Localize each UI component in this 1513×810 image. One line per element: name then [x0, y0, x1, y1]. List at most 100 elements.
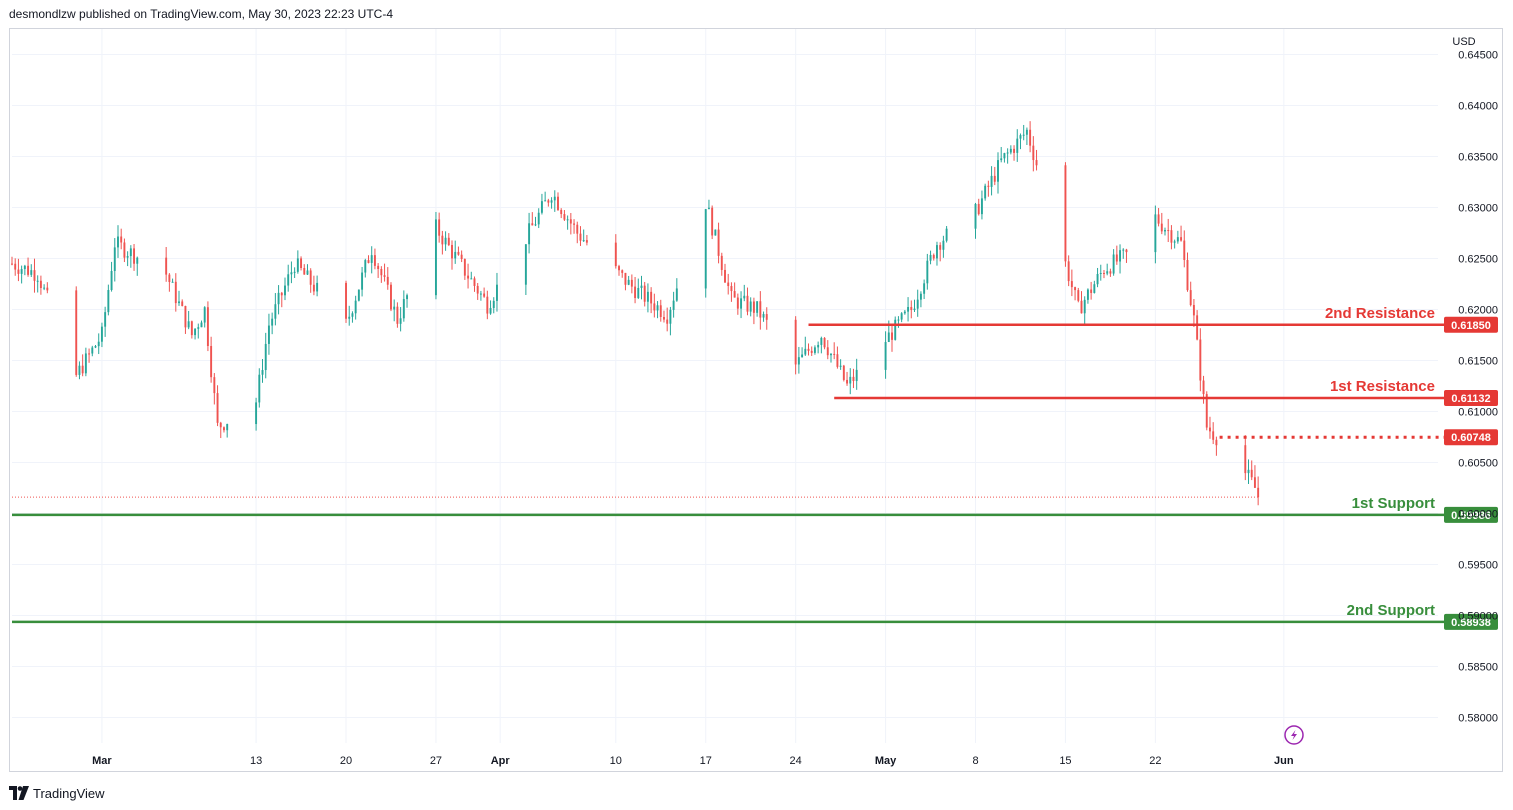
candle-down: [1189, 290, 1192, 306]
candle-up: [1173, 241, 1176, 243]
candle-down: [383, 275, 386, 277]
candle-down: [746, 295, 749, 312]
candle-down: [460, 254, 463, 260]
candle-down: [123, 242, 126, 258]
candle-down: [730, 286, 733, 292]
candle-down: [1253, 477, 1256, 488]
candle-down: [717, 229, 720, 256]
candle-down: [75, 290, 78, 375]
candle-down: [736, 297, 739, 309]
candle-up: [672, 300, 675, 310]
candle-up: [839, 365, 842, 367]
candle-up: [820, 337, 823, 345]
candle-down: [836, 354, 839, 367]
candle-up: [762, 314, 765, 318]
candle-up: [454, 251, 457, 259]
chart-pane[interactable]: 2nd Resistance 0.61850 1st Resistance 0.611…: [9, 28, 1503, 772]
candle-down: [390, 284, 392, 310]
level-price-tag-text: 0.61850: [1451, 320, 1491, 332]
candle-down: [630, 279, 633, 287]
candle-down: [1115, 254, 1118, 262]
candle-up: [524, 244, 527, 285]
candle-down: [1212, 431, 1215, 440]
candle-up: [907, 306, 910, 312]
candle-up: [1106, 271, 1109, 274]
candle-up: [361, 272, 364, 290]
candle-down: [1167, 230, 1170, 232]
candle-up: [100, 326, 103, 342]
candle-up: [351, 313, 354, 317]
flash-icon[interactable]: [1284, 725, 1304, 745]
candle-down: [17, 269, 20, 274]
candle-up: [1093, 284, 1096, 293]
level-price-tag: [1444, 316, 1498, 333]
candle-down: [120, 236, 123, 243]
candle-up: [714, 229, 717, 236]
footer-brand: TradingView: [33, 785, 105, 801]
candle-down: [303, 268, 306, 275]
price-tick-label: 0.60500: [1458, 458, 1498, 470]
time-tick-label: Apr: [491, 755, 511, 767]
currency-label: USD: [1452, 36, 1475, 48]
candle-up: [194, 328, 197, 336]
candle-down: [1250, 469, 1253, 478]
candle-up: [30, 270, 33, 275]
time-tick-label: 24: [790, 755, 802, 767]
candle-up: [749, 301, 752, 312]
candle-up: [354, 300, 357, 314]
candle-up: [926, 260, 929, 284]
flash-circle: [1284, 725, 1304, 745]
candle-up: [540, 201, 543, 213]
price-tick-label: 0.63000: [1458, 203, 1498, 215]
candle-up: [553, 196, 556, 201]
price-chart[interactable]: 2nd Resistance 0.61850 1st Resistance 0.611…: [10, 29, 1502, 771]
price-tick-label: 0.58000: [1458, 713, 1498, 725]
candle-up: [900, 313, 903, 320]
candle-up: [267, 325, 270, 344]
time-axis: Mar 13 20 27 Apr 10 17 24 May 8 15 22 Jun: [92, 755, 1294, 767]
flash-bolt: [1291, 730, 1297, 740]
candle-down: [309, 270, 312, 285]
price-tick-label: 0.60000: [1458, 509, 1498, 521]
time-tick-label: Jun: [1274, 755, 1294, 767]
level-label: 2nd Support: [1347, 602, 1435, 619]
candle-up: [264, 343, 267, 371]
candle-up: [897, 319, 900, 321]
candle-down: [1080, 300, 1083, 314]
candle-up: [284, 285, 286, 296]
candle-up: [1009, 148, 1012, 153]
candle-down: [312, 284, 315, 292]
candle-down: [377, 265, 380, 269]
candle-down: [483, 293, 486, 297]
candle-up: [117, 236, 119, 248]
candle-up: [756, 301, 759, 313]
time-tick-label: 17: [700, 755, 712, 767]
candle-up: [23, 265, 26, 270]
level-label: 1st Support: [1352, 495, 1435, 512]
candle-up: [1176, 237, 1179, 242]
candle-down: [1067, 261, 1070, 282]
candle-down: [206, 307, 209, 347]
candle-down: [1157, 214, 1160, 224]
candle-down: [987, 185, 990, 187]
candle-up: [496, 284, 498, 301]
time-tick-label: 22: [1149, 755, 1161, 767]
candle-up: [290, 272, 293, 275]
candle-down: [386, 276, 389, 285]
candle-down: [210, 346, 213, 378]
candle-up: [743, 295, 746, 299]
candle-up: [990, 175, 993, 187]
candle-down: [46, 287, 49, 291]
candle-down: [794, 319, 797, 365]
candle-down: [852, 376, 855, 382]
grid: [12, 29, 1438, 743]
candle-up: [1000, 158, 1003, 161]
level-price-tag-text: 0.61132: [1451, 393, 1490, 405]
candle-up: [1154, 214, 1157, 253]
footer: TradingView: [9, 784, 105, 802]
candle-up: [550, 200, 553, 203]
candle-up: [945, 228, 948, 241]
candle-up: [203, 307, 206, 323]
candle-down: [168, 274, 171, 283]
candle-down: [447, 237, 450, 246]
